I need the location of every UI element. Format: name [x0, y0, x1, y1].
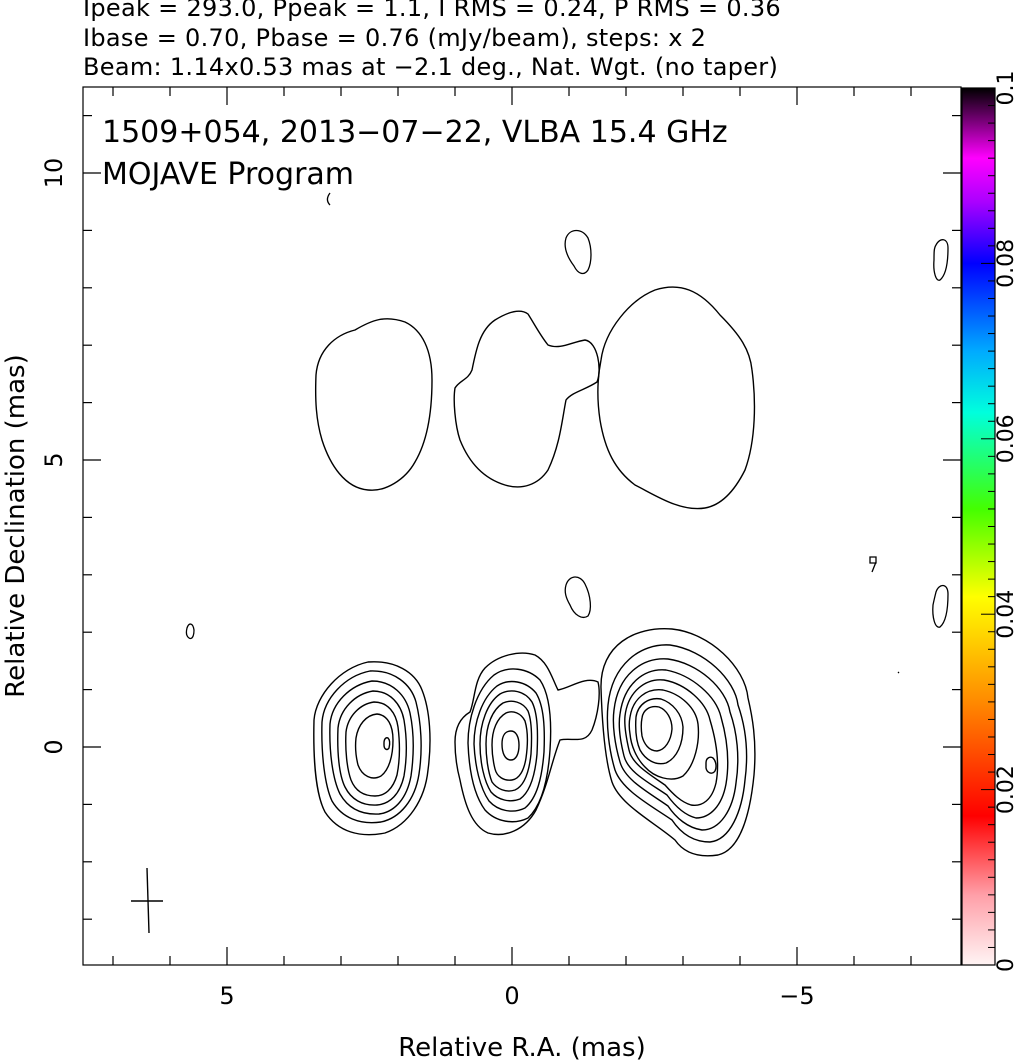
y-axis-label: Relative Declination (mas): [1, 354, 31, 697]
colorbar-ticks: [981, 87, 995, 966]
x-axis-label: Relative R.A. (mas): [398, 1033, 645, 1061]
colorbar-tick-label: 0.06: [994, 414, 1019, 463]
stokes-i-west-contours: [600, 628, 756, 857]
colorbar-tick-label: 0: [994, 958, 1019, 972]
colorbar-tick-label: 0.04: [994, 590, 1019, 639]
stokes-i-core-contours: [454, 652, 600, 836]
colorbar-tick-label: 0.02: [994, 765, 1019, 814]
y-tick-label: 5: [40, 452, 68, 467]
contours: [185, 192, 949, 857]
x-tick-label: −5: [779, 982, 814, 1010]
stray-contours: [185, 192, 949, 674]
beam-cross: [131, 867, 163, 934]
header-line-3: Beam: 1.14x0.53 mas at −2.1 deg., Nat. W…: [83, 53, 779, 81]
fractional-pol-contours: [314, 286, 756, 510]
y-tick-label: 0: [40, 739, 68, 754]
header-line-2: Ibase = 0.70, Pbase = 0.76 (mJy/beam), s…: [83, 24, 707, 52]
colorbar-tick-label: 0.08: [994, 239, 1019, 288]
chart-subtitle: MOJAVE Program: [102, 157, 354, 192]
header-line-1: Ipeak = 293.0, Ppeak = 1.1, I RMS = 0.24…: [83, 0, 781, 22]
plot-frame: [82, 86, 962, 966]
colorbar-tick-label: 0.1: [994, 71, 1019, 106]
stokes-i-east-contours: [313, 661, 431, 836]
chart-title: 1509+054, 2013−07−22, VLBA 15.4 GHz: [102, 115, 728, 150]
x-tick-label: 5: [219, 982, 234, 1010]
y-tick-label: 10: [40, 158, 68, 189]
axis-ticks: [83, 87, 961, 965]
x-tick-label: 0: [504, 982, 519, 1010]
